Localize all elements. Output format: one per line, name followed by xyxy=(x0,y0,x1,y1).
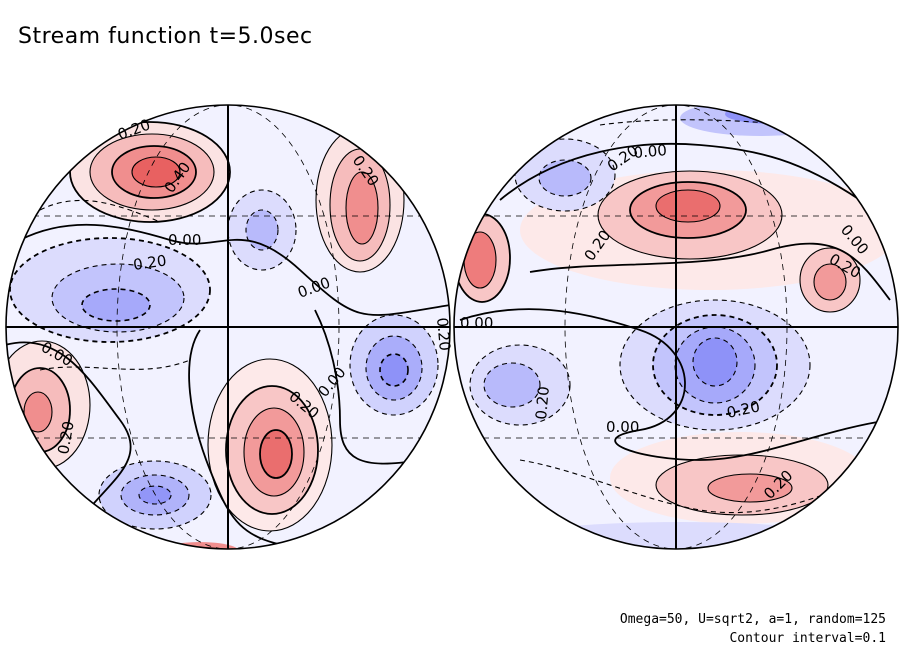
contour-label: 0.20 xyxy=(132,251,168,273)
contour-label: 0.00 xyxy=(606,418,639,436)
left-blob-7 xyxy=(350,315,438,415)
right-hemisphere: 0.20 0.00 0.20 0.00 0.20 0.00 0.20 0.20 … xyxy=(453,104,899,550)
right-blob-7 xyxy=(610,432,870,524)
left-contours xyxy=(6,121,450,549)
contour-label: 0.00 xyxy=(168,231,201,249)
contour-label: 0.20 xyxy=(532,386,553,421)
left-blob-3 xyxy=(228,190,296,270)
left-axes xyxy=(6,105,450,549)
contour-label: 0.00 xyxy=(460,314,493,332)
contour-label: 0.20 xyxy=(433,317,454,352)
right-outline xyxy=(453,104,899,550)
left-shading xyxy=(6,105,450,549)
plot-title: Stream function t=5.0sec xyxy=(18,24,313,49)
right-blob-4 xyxy=(515,139,615,211)
left-outline xyxy=(5,104,451,550)
parameters-note: Omega=50, U=sqrt2, a=1, random=125 xyxy=(619,612,886,627)
left-hemisphere: 0.20 0.40 0.00 0.20 0.00 0.20 0.00 0.20 … xyxy=(5,104,454,550)
right-axes xyxy=(454,105,898,549)
right-blob-3 xyxy=(800,248,860,312)
right-top-streak xyxy=(680,105,840,136)
right-blob-6 xyxy=(470,345,570,425)
left-blob-6 xyxy=(208,359,332,531)
right-blob-5 xyxy=(620,300,810,430)
right-shading xyxy=(454,105,898,549)
right-blob-1 xyxy=(520,170,898,290)
contour-label: 0.00 xyxy=(633,141,668,162)
contour-interval-note: Contour interval=0.1 xyxy=(729,631,886,646)
contour-label: 0.20 xyxy=(54,420,78,456)
right-blob-8 xyxy=(510,522,850,549)
